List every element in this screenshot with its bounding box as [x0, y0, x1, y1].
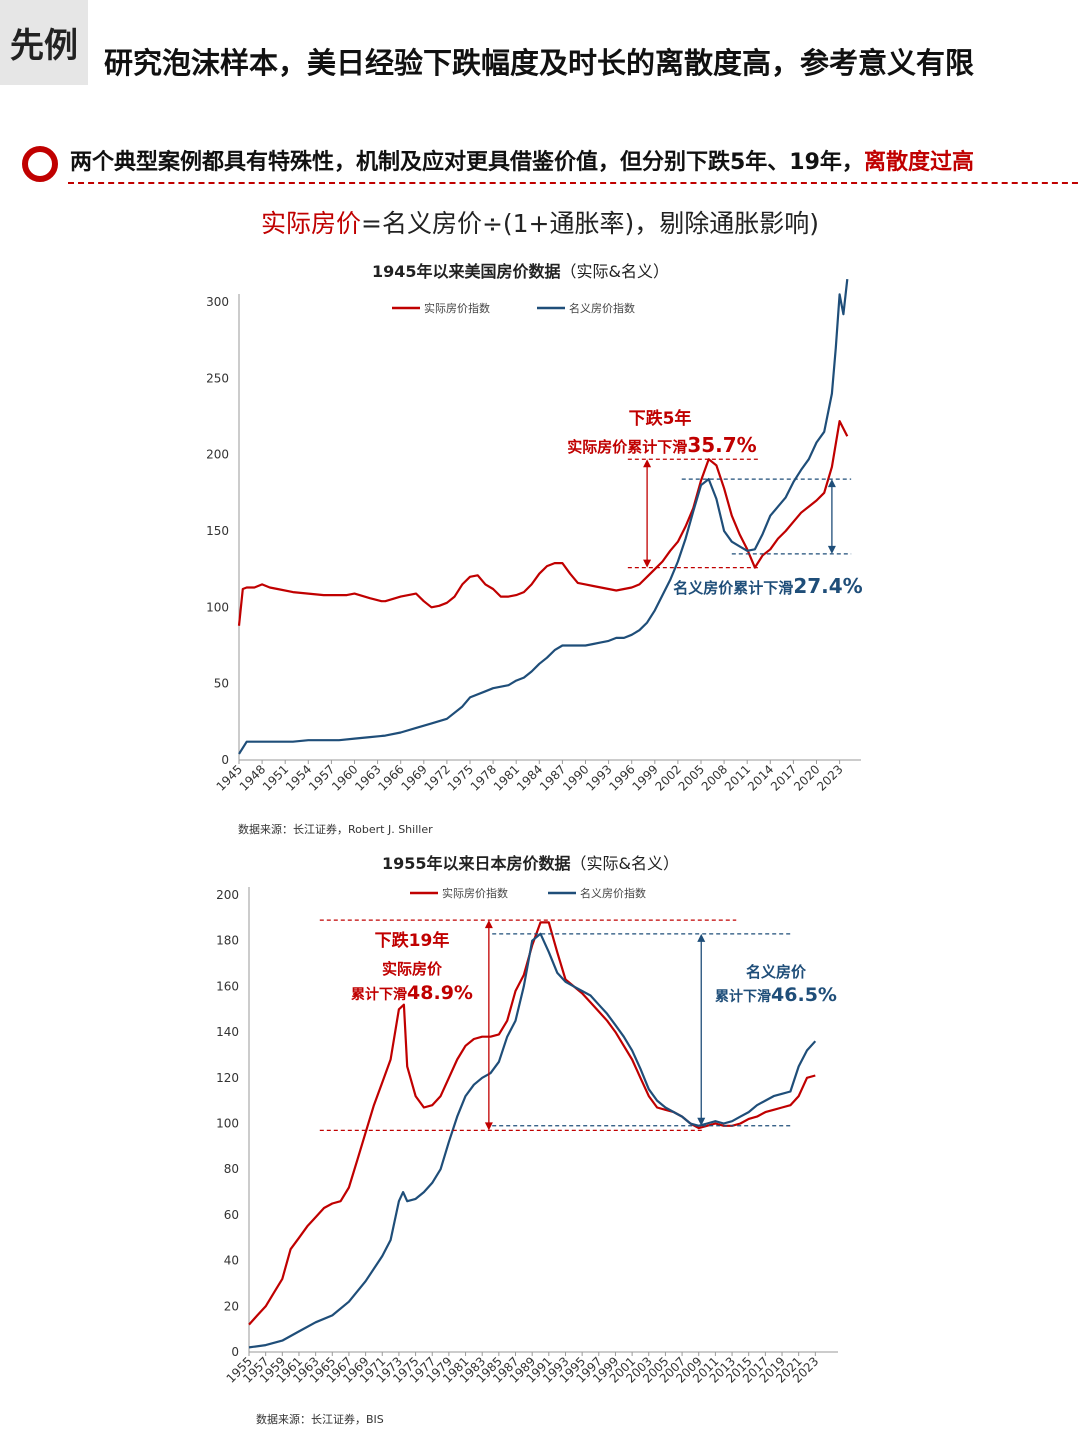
us-x-tick-label: 1954: [283, 762, 314, 793]
jp-source: 数据来源：长江证券，BIS: [256, 1412, 384, 1426]
us-y-tick-label: 50: [214, 677, 229, 691]
jp-y-tick-label: 120: [216, 1071, 239, 1085]
jp-real-drop-arrow-head-top: [484, 920, 493, 929]
circle-bullet-icon: [22, 146, 58, 182]
us-x-tick-label: 1948: [237, 762, 268, 793]
us-legend: 实际房价指数 名义房价指数: [392, 301, 635, 315]
jp-y-tick-label: 180: [216, 934, 239, 948]
us-nominal-drop-arrow-head-top: [827, 479, 836, 488]
jp-real-drop-arrow-head-bottom: [484, 1122, 493, 1131]
us-y-tick-label: 250: [206, 371, 229, 385]
us-x-tick-label: 1984: [514, 762, 545, 793]
jp-y-tick-label: 100: [216, 1117, 239, 1131]
japan-house-price-chart: 1955年以来日本房价数据（实际&名义） 实际房价指数 名义房价指数 0 20 40…: [216, 854, 838, 1426]
us-chart-title: 1945年以来美国房价数据（实际&名义）: [372, 262, 669, 281]
us-source: 数据来源：长江证券，Robert J. Shiller: [238, 822, 433, 836]
us-x-tick-label: 2011: [722, 762, 753, 793]
subheading: 两个典型案例都具有特殊性，机制及应对更具借鉴价值，但分别下跌5年、19年，离散度…: [22, 142, 1080, 186]
us-x-tick-label: 1957: [306, 762, 337, 793]
jp-y-tick-label: 140: [216, 1025, 239, 1039]
us-x-tick-label: 1963: [352, 762, 383, 793]
us-x-tick-label: 1951: [260, 762, 291, 793]
us-x-tick-label: 2020: [791, 762, 822, 793]
jp-y-tick-label: 60: [224, 1208, 239, 1222]
jp-anno-real-drop: 累计下滑48.9%: [351, 982, 473, 1004]
jp-anno-nominal-label: 名义房价: [746, 963, 807, 981]
us-x-tick-label: 1966: [375, 762, 406, 793]
jp-nominal-series-line: [248, 932, 817, 1349]
jp-y-tick-label: 80: [224, 1162, 239, 1176]
jp-real-series-line: [248, 921, 816, 1326]
us-nominal-drop-arrow-head-bottom: [827, 545, 836, 554]
us-real-drop-arrow-head-top: [643, 459, 652, 468]
jp-chart-title: 1955年以来日本房价数据（实际&名义）: [382, 854, 679, 873]
us-anno-nominal-drop: 名义房价累计下滑27.4%: [673, 574, 862, 598]
us-x-tick-label: 1945: [214, 762, 245, 793]
jp-nominal-drop-arrow-head-top: [697, 933, 706, 942]
subheading-underline: [68, 182, 1080, 184]
us-anno-real-drop: 实际房价累计下滑35.7%: [567, 433, 756, 457]
jp-y-tick-label: 40: [224, 1254, 239, 1268]
us-x-tick-label: 1999: [629, 762, 660, 793]
jp-anno-real-label: 实际房价: [382, 960, 443, 978]
subheading-text: 两个典型案例都具有特殊性，机制及应对更具借鉴价值，但分别下跌5年、19年，离散度…: [70, 144, 974, 176]
jp-y-tick-label: 160: [216, 979, 239, 993]
formula-rest: =名义房价÷(1+通胀率)，剔除通胀影响): [361, 209, 820, 238]
us-y-tick-label: 200: [206, 448, 229, 462]
us-y-tick-label: 100: [206, 600, 229, 614]
us-legend-real: 实际房价指数: [424, 301, 490, 315]
us-x-tick-label: 1978: [468, 762, 499, 793]
us-x-tick-label: 1972: [422, 762, 453, 793]
us-legend-nominal: 名义房价指数: [569, 301, 635, 315]
us-real-series-line: [237, 420, 849, 626]
us-anno-real-title: 下跌5年: [629, 408, 692, 429]
jp-legend-nominal: 名义房价指数: [580, 886, 646, 900]
us-x-tick-label: 1993: [583, 762, 614, 793]
jp-y-tick-label: 0: [231, 1345, 239, 1359]
us-house-price-chart: 1945年以来美国房价数据（实际&名义） 实际房价指数 名义房价指数 0 50 10…: [206, 262, 863, 836]
jp-y-tick-label: 20: [224, 1299, 239, 1313]
subheading-highlight: 离散度过高: [863, 150, 974, 175]
us-y-tick-label: 0: [221, 753, 229, 767]
page-title: 研究泡沫样本，美日经验下跌幅度及时长的离散度高，参考意义有限: [104, 46, 975, 80]
us-real-drop-arrow-head-bottom: [643, 559, 652, 568]
formula-highlight: 实际房价: [260, 209, 361, 238]
us-y-tick-label: 150: [206, 524, 229, 538]
jp-anno-real-title: 下跌19年: [375, 930, 450, 951]
jp-legend: 实际房价指数 名义房价指数: [410, 886, 646, 900]
us-x-tick-label: 2023: [814, 762, 845, 793]
us-x-tick-label: 2008: [699, 762, 730, 793]
us-x-tick-label: 1969: [398, 762, 429, 793]
section-tag: 先例: [0, 0, 88, 85]
us-x-tick-label: 1975: [445, 762, 476, 793]
us-x-tick-label: 1981: [491, 762, 522, 793]
us-x-tick-label: 2005: [676, 762, 707, 793]
us-x-tick-label: 1987: [537, 762, 568, 793]
jp-nominal-drop-arrow-head-bottom: [697, 1117, 706, 1126]
us-x-tick-label: 2002: [653, 762, 684, 793]
us-x-tick-label: 2014: [745, 762, 776, 793]
us-x-tick-label: 1960: [329, 762, 360, 793]
us-x-tick-label: 2017: [768, 762, 799, 793]
us-x-tick-label: 1996: [606, 762, 637, 793]
jp-legend-real: 实际房价指数: [442, 886, 508, 900]
jp-y-tick-label: 200: [216, 888, 239, 902]
subheading-main: 两个典型案例都具有特殊性，机制及应对更具借鉴价值，但分别下跌5年、19年，: [70, 150, 864, 175]
us-nominal-series-line: [238, 278, 849, 755]
us-x-tick-label: 1990: [560, 762, 591, 793]
jp-anno-nominal-drop: 累计下滑46.5%: [715, 984, 837, 1006]
formula: 实际房价=名义房价÷(1+通胀率)，剔除通胀影响): [0, 204, 1080, 240]
us-y-tick-label: 300: [206, 295, 229, 309]
